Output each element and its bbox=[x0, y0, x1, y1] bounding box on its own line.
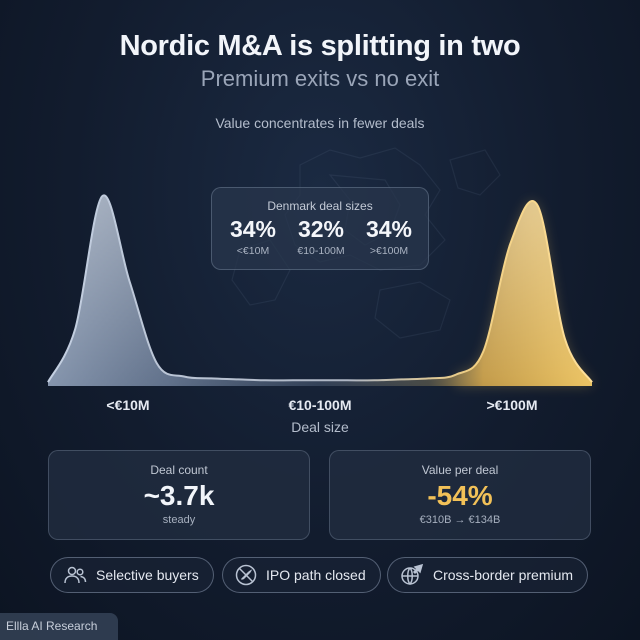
denmark-item-label: <€10M bbox=[236, 245, 270, 257]
denmark-item-label: >€100M bbox=[369, 245, 409, 257]
denmark-item-mid: 32% €10-100M bbox=[286, 216, 356, 257]
deal-count-card: Deal count ~3.7k steady bbox=[48, 450, 310, 540]
value-per-deal-title: Value per deal bbox=[421, 463, 499, 477]
pill-selective-buyers: Selective buyers bbox=[50, 557, 214, 593]
denmark-item-value: 34% bbox=[365, 216, 413, 242]
distribution-line bbox=[47, 194, 593, 383]
x-axis-title: Deal size bbox=[291, 419, 349, 435]
pill-cross-border-premium: Cross-border premium bbox=[387, 557, 589, 593]
denmark-item-label: €10-100M bbox=[297, 245, 345, 257]
deal-count-sub: steady bbox=[162, 514, 196, 526]
pill-ipo-path-closed: IPO path closed bbox=[222, 557, 381, 593]
page-subtitle: Premium exits vs no exit bbox=[200, 66, 440, 91]
pill-label: Cross-border premium bbox=[433, 567, 574, 583]
page-title: Nordic M&A is splitting in two bbox=[119, 30, 521, 62]
denmark-item-value: 34% bbox=[229, 216, 277, 242]
deal-count-title: Deal count bbox=[150, 463, 208, 477]
pill-label: IPO path closed bbox=[266, 567, 366, 583]
x-tick-label: >€100M bbox=[486, 397, 538, 413]
pill-label: Selective buyers bbox=[96, 567, 199, 583]
denmark-box-title: Denmark deal sizes bbox=[267, 199, 373, 213]
x-tick-label: €10-100M bbox=[288, 397, 352, 413]
blocked-rocket-icon bbox=[235, 564, 257, 586]
users-icon bbox=[64, 566, 87, 584]
distribution-sheen bbox=[48, 195, 592, 386]
value-per-deal-card: Value per deal -54% €310B → €134B bbox=[329, 450, 591, 540]
denmark-item-small: 34% <€10M bbox=[218, 216, 288, 257]
footer-credit: Ellla AI Research bbox=[0, 613, 118, 640]
denmark-item-value: 32% bbox=[297, 216, 345, 242]
denmark-deal-sizes-box: Denmark deal sizes 34% <€10M 32% €10-100… bbox=[211, 187, 429, 270]
denmark-item-large: 34% >€100M bbox=[354, 216, 424, 257]
chart-tagline: Value concentrates in fewer deals bbox=[215, 115, 425, 131]
globe-plane-icon bbox=[401, 564, 424, 586]
x-tick-label: <€10M bbox=[106, 397, 150, 413]
deal-count-value: ~3.7k bbox=[143, 480, 215, 511]
value-per-deal-value: -54% bbox=[427, 480, 493, 511]
value-per-deal-sub: €310B → €134B bbox=[419, 514, 501, 526]
